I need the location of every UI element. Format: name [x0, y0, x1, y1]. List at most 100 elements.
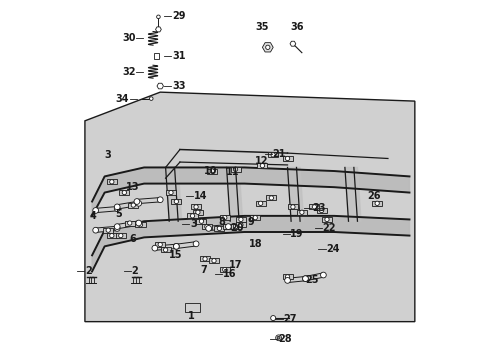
Circle shape: [222, 216, 226, 220]
Circle shape: [193, 241, 199, 247]
Circle shape: [119, 233, 122, 238]
Polygon shape: [202, 224, 211, 229]
Polygon shape: [165, 167, 182, 221]
Circle shape: [319, 208, 323, 213]
Circle shape: [195, 210, 200, 215]
Circle shape: [174, 199, 178, 204]
Circle shape: [312, 205, 316, 209]
Circle shape: [260, 163, 264, 168]
Polygon shape: [165, 190, 176, 195]
Text: 20: 20: [229, 223, 243, 233]
Polygon shape: [289, 41, 295, 46]
Circle shape: [136, 220, 142, 226]
Text: 15: 15: [168, 249, 182, 260]
Polygon shape: [117, 201, 139, 209]
Circle shape: [134, 199, 140, 204]
Text: 3: 3: [190, 219, 196, 229]
Circle shape: [106, 228, 110, 232]
Polygon shape: [267, 152, 278, 157]
Circle shape: [222, 267, 226, 272]
Polygon shape: [287, 167, 303, 221]
Text: 29: 29: [172, 12, 185, 22]
Text: 23: 23: [311, 203, 325, 213]
Circle shape: [199, 219, 203, 224]
Circle shape: [173, 243, 179, 249]
Text: 28: 28: [277, 334, 291, 344]
Text: 8: 8: [218, 217, 225, 227]
Circle shape: [277, 336, 280, 339]
Text: 36: 36: [290, 22, 304, 32]
Circle shape: [163, 248, 167, 252]
Text: 7: 7: [200, 265, 207, 275]
Polygon shape: [257, 163, 267, 168]
Circle shape: [109, 233, 114, 238]
Circle shape: [149, 97, 153, 100]
Circle shape: [290, 205, 294, 209]
Text: 21: 21: [272, 149, 285, 159]
Polygon shape: [117, 221, 139, 229]
Polygon shape: [282, 156, 292, 161]
Polygon shape: [191, 204, 201, 210]
Circle shape: [285, 275, 289, 279]
Circle shape: [194, 205, 198, 209]
Circle shape: [204, 225, 208, 229]
Text: 16: 16: [223, 269, 236, 279]
Circle shape: [238, 217, 243, 222]
Polygon shape: [255, 201, 265, 206]
Circle shape: [324, 217, 328, 222]
Polygon shape: [305, 273, 323, 281]
Polygon shape: [157, 83, 163, 89]
Polygon shape: [250, 215, 260, 220]
Polygon shape: [154, 244, 176, 250]
Polygon shape: [124, 221, 135, 226]
Text: 12: 12: [254, 156, 268, 166]
Polygon shape: [85, 92, 414, 321]
Polygon shape: [207, 168, 217, 174]
Text: 17: 17: [229, 260, 242, 270]
Circle shape: [217, 226, 221, 230]
Text: 26: 26: [367, 191, 380, 201]
Circle shape: [131, 203, 135, 207]
Text: 32: 32: [122, 67, 135, 77]
Polygon shape: [92, 216, 408, 271]
Circle shape: [156, 15, 160, 19]
Polygon shape: [119, 190, 129, 195]
Circle shape: [205, 226, 211, 231]
Circle shape: [114, 226, 120, 231]
Text: 2: 2: [131, 266, 138, 276]
Circle shape: [136, 201, 142, 206]
Polygon shape: [235, 217, 245, 222]
Text: 2: 2: [85, 266, 91, 276]
Circle shape: [265, 45, 269, 49]
Polygon shape: [92, 167, 408, 216]
Polygon shape: [219, 267, 229, 272]
Circle shape: [299, 210, 304, 215]
Text: 19: 19: [290, 229, 303, 239]
Text: 30: 30: [122, 33, 135, 43]
Polygon shape: [187, 213, 197, 219]
Circle shape: [158, 242, 162, 247]
Circle shape: [168, 190, 173, 195]
Circle shape: [211, 258, 216, 263]
Polygon shape: [106, 179, 117, 184]
Circle shape: [284, 278, 290, 283]
Polygon shape: [262, 42, 273, 52]
Polygon shape: [208, 258, 219, 263]
Text: 5: 5: [115, 209, 122, 219]
Text: 27: 27: [283, 314, 296, 324]
Text: 14: 14: [193, 191, 206, 201]
Circle shape: [190, 214, 194, 218]
Polygon shape: [235, 222, 245, 227]
Text: 11: 11: [225, 167, 239, 177]
Circle shape: [138, 223, 142, 227]
Polygon shape: [106, 233, 117, 238]
Circle shape: [253, 216, 257, 220]
Text: 3: 3: [104, 150, 111, 160]
Circle shape: [233, 225, 237, 229]
Circle shape: [210, 169, 214, 173]
Polygon shape: [176, 242, 196, 248]
Polygon shape: [296, 210, 306, 215]
Text: 9: 9: [247, 217, 254, 227]
Polygon shape: [214, 226, 224, 231]
Polygon shape: [95, 226, 117, 232]
